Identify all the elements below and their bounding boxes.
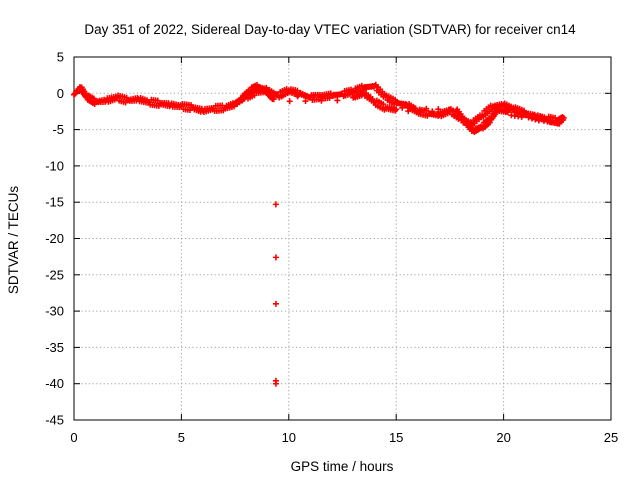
x-tick-label: 25 (604, 430, 618, 445)
x-tick-label: 20 (496, 430, 510, 445)
chart-title: Day 351 of 2022, Sidereal Day-to-day VTE… (84, 22, 576, 37)
data-point (405, 108, 412, 115)
data-point (441, 108, 448, 115)
y-tick-label: 0 (57, 86, 64, 101)
data-point (310, 92, 317, 99)
data-point (461, 115, 468, 122)
data-point (423, 105, 430, 112)
points-layer (71, 81, 567, 387)
data-point (429, 108, 436, 115)
data-point (272, 300, 279, 307)
y-tick-label: -20 (45, 231, 64, 246)
x-tick-label: 0 (70, 430, 77, 445)
data-point (411, 105, 418, 112)
data-point (417, 108, 424, 115)
x-tick-label: 10 (282, 430, 296, 445)
tick-layer: 0 5 10 15 20 25 5 0 -5 -10 -15 -20 -25 -30 -35 -40 -45 (45, 50, 618, 446)
y-tick-label: -15 (45, 195, 64, 210)
data-point (318, 97, 325, 104)
data-point (560, 114, 567, 121)
data-point (272, 201, 279, 208)
y-tick-label: -5 (52, 122, 64, 137)
x-tick-label: 15 (389, 430, 403, 445)
data-point (435, 106, 442, 113)
data-point (556, 120, 563, 127)
data-point (532, 116, 539, 123)
grid-layer (74, 57, 611, 420)
y-tick-label: -25 (45, 267, 64, 282)
data-point (380, 101, 387, 108)
data-point (447, 106, 454, 113)
data-point (278, 93, 285, 100)
data-point (334, 97, 341, 104)
data-point (359, 89, 366, 96)
data-point (393, 106, 400, 113)
y-tick-label: -40 (45, 376, 64, 391)
data-point (518, 113, 525, 120)
y-tick-label: -30 (45, 304, 64, 319)
data-point (90, 95, 97, 102)
data-point (342, 92, 349, 99)
y-tick-label: -10 (45, 158, 64, 173)
data-point (392, 96, 399, 103)
y-tick-label: -45 (45, 413, 64, 428)
data-point (286, 98, 293, 105)
y-tick-label: 5 (57, 50, 64, 65)
data-point (270, 96, 277, 103)
data-point (302, 98, 309, 105)
x-axis-label: GPS time / hours (291, 459, 394, 474)
data-point (272, 254, 279, 261)
data-point (294, 93, 301, 100)
data-point (535, 117, 542, 124)
data-point (272, 380, 279, 387)
x-tick-label: 5 (178, 430, 185, 445)
data-point (326, 92, 333, 99)
y-tick-label: -35 (45, 340, 64, 355)
data-point (399, 104, 406, 111)
y-axis-label: SDTVAR / TECUs (6, 186, 21, 295)
